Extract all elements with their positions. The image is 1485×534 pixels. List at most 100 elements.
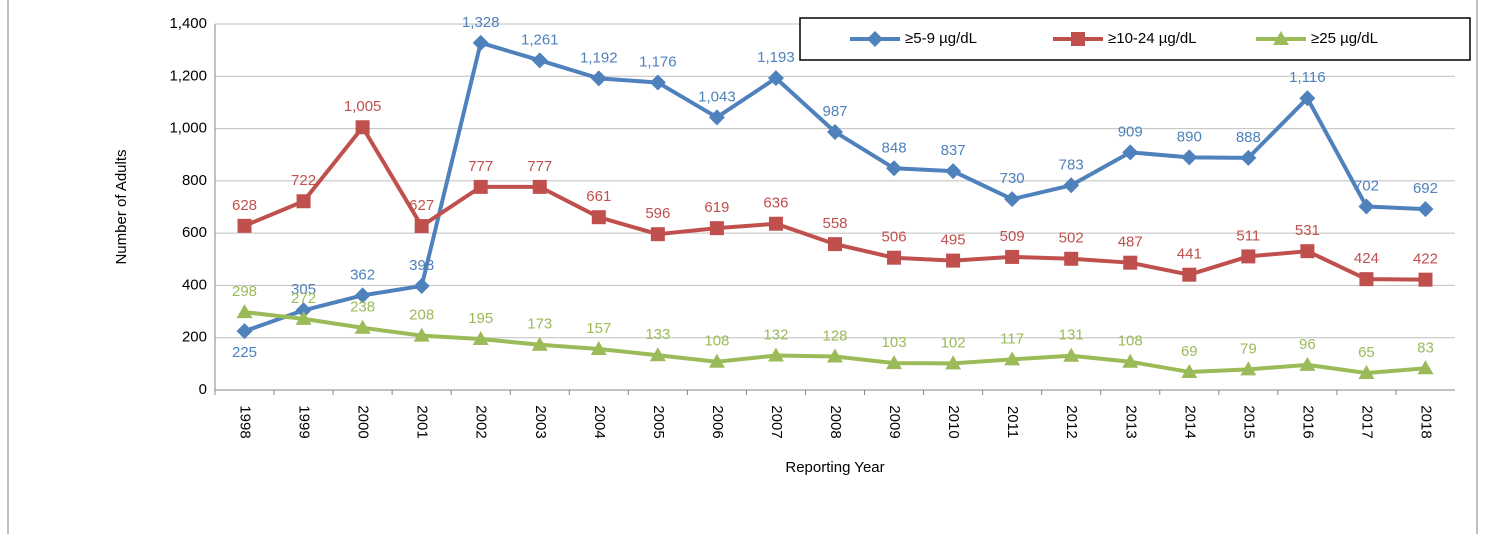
data-label: 362 bbox=[350, 266, 375, 283]
x-tick-label: 2006 bbox=[709, 405, 726, 438]
data-label: 157 bbox=[586, 320, 611, 337]
marker bbox=[532, 52, 548, 68]
data-label: 441 bbox=[1177, 246, 1202, 263]
data-label: 65 bbox=[1358, 344, 1375, 361]
data-label: 83 bbox=[1417, 339, 1434, 356]
x-tick-label: 2009 bbox=[886, 405, 903, 438]
page: {"chart_data": {"type": "line", "y_label… bbox=[0, 0, 1485, 534]
y-tick-label: 400 bbox=[182, 276, 207, 293]
marker bbox=[1181, 149, 1197, 165]
data-label: 1,261 bbox=[521, 31, 559, 48]
marker bbox=[946, 254, 960, 268]
data-label: 987 bbox=[822, 103, 847, 120]
marker bbox=[710, 221, 724, 235]
x-tick-label: 2002 bbox=[473, 405, 490, 438]
data-label: 636 bbox=[763, 195, 788, 212]
x-tick-label: 2001 bbox=[414, 405, 431, 438]
data-label: 509 bbox=[1000, 228, 1025, 245]
data-label: 1,192 bbox=[580, 49, 618, 66]
marker bbox=[1182, 268, 1196, 282]
marker bbox=[1004, 191, 1020, 207]
data-label: 133 bbox=[645, 326, 670, 343]
data-label: 398 bbox=[409, 257, 434, 274]
data-label: 777 bbox=[468, 158, 493, 175]
x-tick-label: 2000 bbox=[355, 405, 372, 438]
marker bbox=[1064, 252, 1078, 266]
data-label: 848 bbox=[882, 139, 907, 156]
marker bbox=[828, 237, 842, 251]
x-tick-label: 1998 bbox=[237, 405, 254, 438]
data-label: 103 bbox=[882, 334, 907, 351]
x-tick-label: 2015 bbox=[1240, 405, 1257, 438]
data-label: 511 bbox=[1236, 227, 1260, 244]
data-label: 890 bbox=[1177, 128, 1202, 145]
y-axis-label: Number of Adults bbox=[113, 149, 130, 264]
marker bbox=[1359, 272, 1373, 286]
data-label: 502 bbox=[1059, 230, 1084, 247]
data-label: 238 bbox=[350, 299, 375, 316]
data-label: 888 bbox=[1236, 129, 1261, 146]
data-label: 1,043 bbox=[698, 88, 736, 105]
marker bbox=[1300, 244, 1314, 258]
data-label: 131 bbox=[1059, 327, 1084, 344]
marker bbox=[1123, 256, 1137, 270]
y-tick-label: 600 bbox=[182, 224, 207, 241]
data-label: 96 bbox=[1299, 336, 1316, 353]
x-tick-label: 2013 bbox=[1122, 405, 1139, 438]
data-label: 783 bbox=[1059, 156, 1084, 173]
x-tick-label: 2003 bbox=[532, 405, 549, 438]
legend-label: ≥25 µg/dL bbox=[1311, 30, 1378, 47]
data-label: 79 bbox=[1240, 340, 1257, 357]
x-tick-label: 2005 bbox=[650, 405, 667, 438]
data-label: 558 bbox=[822, 215, 847, 232]
data-label: 506 bbox=[882, 229, 907, 246]
data-label: 596 bbox=[645, 205, 670, 222]
x-tick-label: 2018 bbox=[1418, 405, 1435, 438]
data-label: 69 bbox=[1181, 343, 1198, 360]
y-tick-label: 1,400 bbox=[169, 15, 207, 32]
data-label: 777 bbox=[527, 158, 552, 175]
marker bbox=[1417, 201, 1433, 217]
data-label: 108 bbox=[704, 333, 729, 350]
data-label: 195 bbox=[468, 310, 493, 327]
data-label: 272 bbox=[291, 290, 316, 307]
data-label: 702 bbox=[1354, 177, 1379, 194]
marker bbox=[533, 180, 547, 194]
x-tick-label: 2007 bbox=[768, 405, 785, 438]
y-tick-label: 800 bbox=[182, 172, 207, 189]
data-label: 1,005 bbox=[344, 98, 382, 115]
marker bbox=[474, 180, 488, 194]
data-label: 487 bbox=[1118, 234, 1143, 251]
data-label: 837 bbox=[941, 142, 966, 159]
legend-label: ≥10-24 µg/dL bbox=[1108, 30, 1197, 47]
data-label: 1,176 bbox=[639, 54, 677, 71]
x-tick-label: 2014 bbox=[1181, 405, 1198, 438]
y-tick-label: 0 bbox=[199, 381, 207, 398]
marker bbox=[415, 219, 429, 233]
marker bbox=[238, 219, 252, 233]
data-label: 628 bbox=[232, 197, 257, 214]
data-label: 117 bbox=[1000, 330, 1024, 347]
chart: Number of Adults Reporting Year 02004006… bbox=[0, 0, 1485, 534]
marker bbox=[297, 194, 311, 208]
x-tick-label: 2016 bbox=[1299, 405, 1316, 438]
data-label: 108 bbox=[1118, 333, 1143, 350]
y-tick-label: 1,200 bbox=[169, 67, 207, 84]
data-label: 173 bbox=[527, 316, 552, 333]
data-label: 619 bbox=[704, 199, 729, 216]
marker bbox=[237, 323, 253, 339]
x-tick-label: 2004 bbox=[591, 405, 608, 438]
x-axis-label: Reporting Year bbox=[785, 459, 884, 476]
x-tick-label: 2012 bbox=[1063, 405, 1080, 438]
marker bbox=[651, 227, 665, 241]
data-label: 102 bbox=[941, 334, 966, 351]
data-label: 661 bbox=[586, 188, 611, 205]
data-label: 730 bbox=[1000, 170, 1025, 187]
data-label: 424 bbox=[1354, 250, 1379, 267]
marker bbox=[1122, 144, 1138, 160]
data-label: 627 bbox=[409, 197, 434, 214]
data-label: 1,116 bbox=[1289, 69, 1325, 86]
data-label: 422 bbox=[1413, 251, 1438, 268]
marker bbox=[1358, 198, 1374, 214]
marker bbox=[1071, 32, 1085, 46]
